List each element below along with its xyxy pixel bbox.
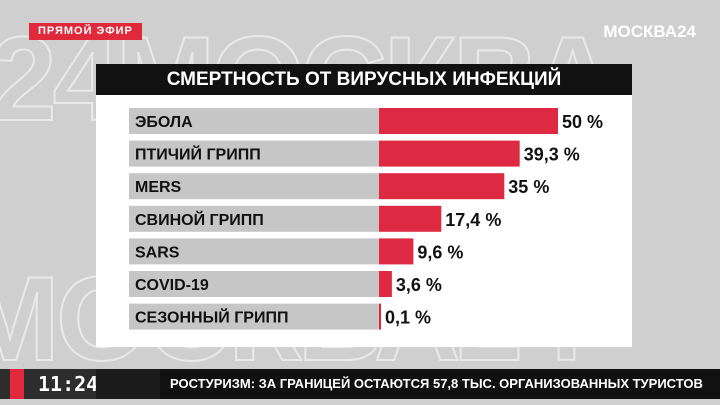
bar: [379, 271, 392, 297]
value-label: 35 %: [508, 177, 549, 197]
category-track: [129, 205, 379, 232]
live-badge: ПРЯМОЙ ЭФИР: [29, 23, 142, 40]
bar: [379, 303, 381, 330]
category-track: [129, 238, 379, 265]
bar: [379, 108, 558, 134]
category-track: [129, 303, 379, 330]
value-label: 3,6 %: [396, 275, 442, 295]
value-label: 39,3 %: [524, 145, 580, 165]
bar: [379, 205, 442, 232]
bar: [379, 140, 520, 167]
news-ticker: 11:24 РОСТУРИЗМ: ЗА ГРАНИЦЕЙ ОСТАЮТСЯ 57…: [0, 369, 720, 399]
category-label: СЕЗОННЫЙ ГРИПП: [135, 308, 288, 327]
ticker-source: [96, 369, 160, 399]
bar-chart: ЭБОЛА 50 % ПТИЧИЙ ГРИПП 39,3 % MERS 35 % СВИНО…: [129, 108, 603, 330]
chart-panel: ЭБОЛА 50 % ПТИЧИЙ ГРИПП 39,3 % MERS 35 % СВИНО…: [96, 95, 632, 347]
category-track: [129, 140, 379, 167]
bar: [379, 238, 414, 265]
category-track: [129, 271, 379, 297]
category-label: ЭБОЛА: [135, 114, 193, 131]
category-label: MERS: [135, 179, 182, 196]
ticker-headline: РОСТУРИЗМ: ЗА ГРАНИЦЕЙ ОСТАЮТСЯ 57,8 ТЫС…: [170, 376, 703, 391]
category-label: SARS: [135, 244, 180, 261]
category-track: [129, 173, 379, 200]
value-label: 50 %: [562, 112, 603, 132]
clock-accent: [10, 369, 24, 399]
category-label: COVID-19: [135, 277, 209, 294]
category-label: ПТИЧИЙ ГРИПП: [135, 145, 261, 164]
value-label: 17,4 %: [445, 210, 501, 230]
category-label: СВИНОЙ ГРИПП: [135, 210, 264, 229]
channel-logo: МОСКВА24: [603, 22, 696, 41]
value-label: 0,1 %: [385, 308, 431, 328]
bar: [379, 173, 505, 200]
category-track: [129, 108, 379, 134]
value-label: 9,6 %: [417, 242, 463, 262]
chart-title: СМЕРТНОСТЬ ОТ ВИРУСНЫХ ИНФЕКЦИЙ: [96, 64, 632, 95]
